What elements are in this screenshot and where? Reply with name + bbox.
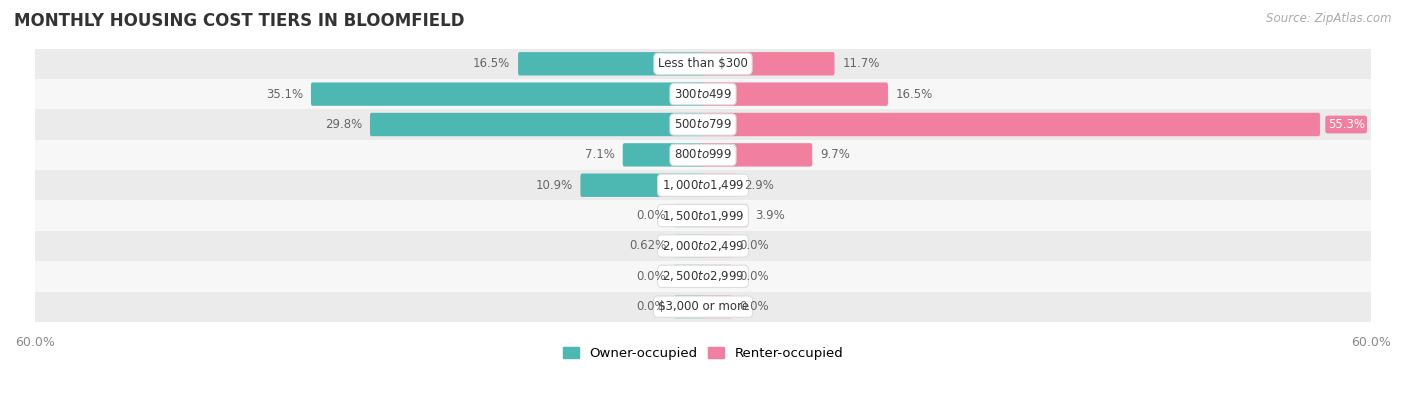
FancyBboxPatch shape — [702, 143, 813, 166]
FancyBboxPatch shape — [702, 113, 1320, 136]
Bar — [35, 170, 1371, 200]
Text: 0.0%: 0.0% — [637, 270, 666, 283]
Bar — [35, 200, 1371, 231]
Text: Source: ZipAtlas.com: Source: ZipAtlas.com — [1267, 12, 1392, 25]
Text: 0.0%: 0.0% — [740, 300, 769, 313]
FancyBboxPatch shape — [702, 52, 835, 76]
Text: $3,000 or more: $3,000 or more — [658, 300, 748, 313]
Legend: Owner-occupied, Renter-occupied: Owner-occupied, Renter-occupied — [558, 342, 848, 365]
Text: 16.5%: 16.5% — [896, 88, 932, 101]
FancyBboxPatch shape — [370, 113, 704, 136]
Bar — [35, 109, 1371, 140]
Bar — [35, 291, 1371, 322]
Text: 7.1%: 7.1% — [585, 149, 614, 161]
Text: MONTHLY HOUSING COST TIERS IN BLOOMFIELD: MONTHLY HOUSING COST TIERS IN BLOOMFIELD — [14, 12, 464, 30]
Text: 29.8%: 29.8% — [325, 118, 363, 131]
FancyBboxPatch shape — [702, 265, 733, 288]
Bar — [35, 231, 1371, 261]
Text: 2.9%: 2.9% — [744, 179, 775, 192]
Text: 0.62%: 0.62% — [628, 239, 666, 252]
Text: 0.0%: 0.0% — [740, 239, 769, 252]
Text: 9.7%: 9.7% — [820, 149, 849, 161]
FancyBboxPatch shape — [673, 234, 704, 258]
FancyBboxPatch shape — [702, 204, 748, 227]
Text: 16.5%: 16.5% — [474, 57, 510, 70]
FancyBboxPatch shape — [702, 295, 733, 318]
Text: $500 to $799: $500 to $799 — [673, 118, 733, 131]
Text: 35.1%: 35.1% — [266, 88, 304, 101]
FancyBboxPatch shape — [581, 173, 704, 197]
Text: $300 to $499: $300 to $499 — [673, 88, 733, 101]
FancyBboxPatch shape — [673, 265, 704, 288]
Text: 3.9%: 3.9% — [755, 209, 785, 222]
Text: Less than $300: Less than $300 — [658, 57, 748, 70]
FancyBboxPatch shape — [702, 83, 889, 106]
Text: $2,000 to $2,499: $2,000 to $2,499 — [662, 239, 744, 253]
Text: $800 to $999: $800 to $999 — [673, 149, 733, 161]
Bar — [35, 49, 1371, 79]
FancyBboxPatch shape — [673, 295, 704, 318]
Bar — [35, 140, 1371, 170]
FancyBboxPatch shape — [623, 143, 704, 166]
Text: $2,500 to $2,999: $2,500 to $2,999 — [662, 269, 744, 283]
FancyBboxPatch shape — [517, 52, 704, 76]
FancyBboxPatch shape — [673, 204, 704, 227]
Bar — [35, 79, 1371, 109]
FancyBboxPatch shape — [702, 173, 737, 197]
Text: 11.7%: 11.7% — [842, 57, 880, 70]
FancyBboxPatch shape — [311, 83, 704, 106]
Text: 10.9%: 10.9% — [536, 179, 572, 192]
Text: 0.0%: 0.0% — [740, 270, 769, 283]
Text: 55.3%: 55.3% — [1327, 118, 1365, 131]
Text: 0.0%: 0.0% — [637, 300, 666, 313]
Text: $1,500 to $1,999: $1,500 to $1,999 — [662, 209, 744, 222]
Text: 0.0%: 0.0% — [637, 209, 666, 222]
Bar — [35, 261, 1371, 291]
Text: $1,000 to $1,499: $1,000 to $1,499 — [662, 178, 744, 192]
FancyBboxPatch shape — [702, 234, 733, 258]
